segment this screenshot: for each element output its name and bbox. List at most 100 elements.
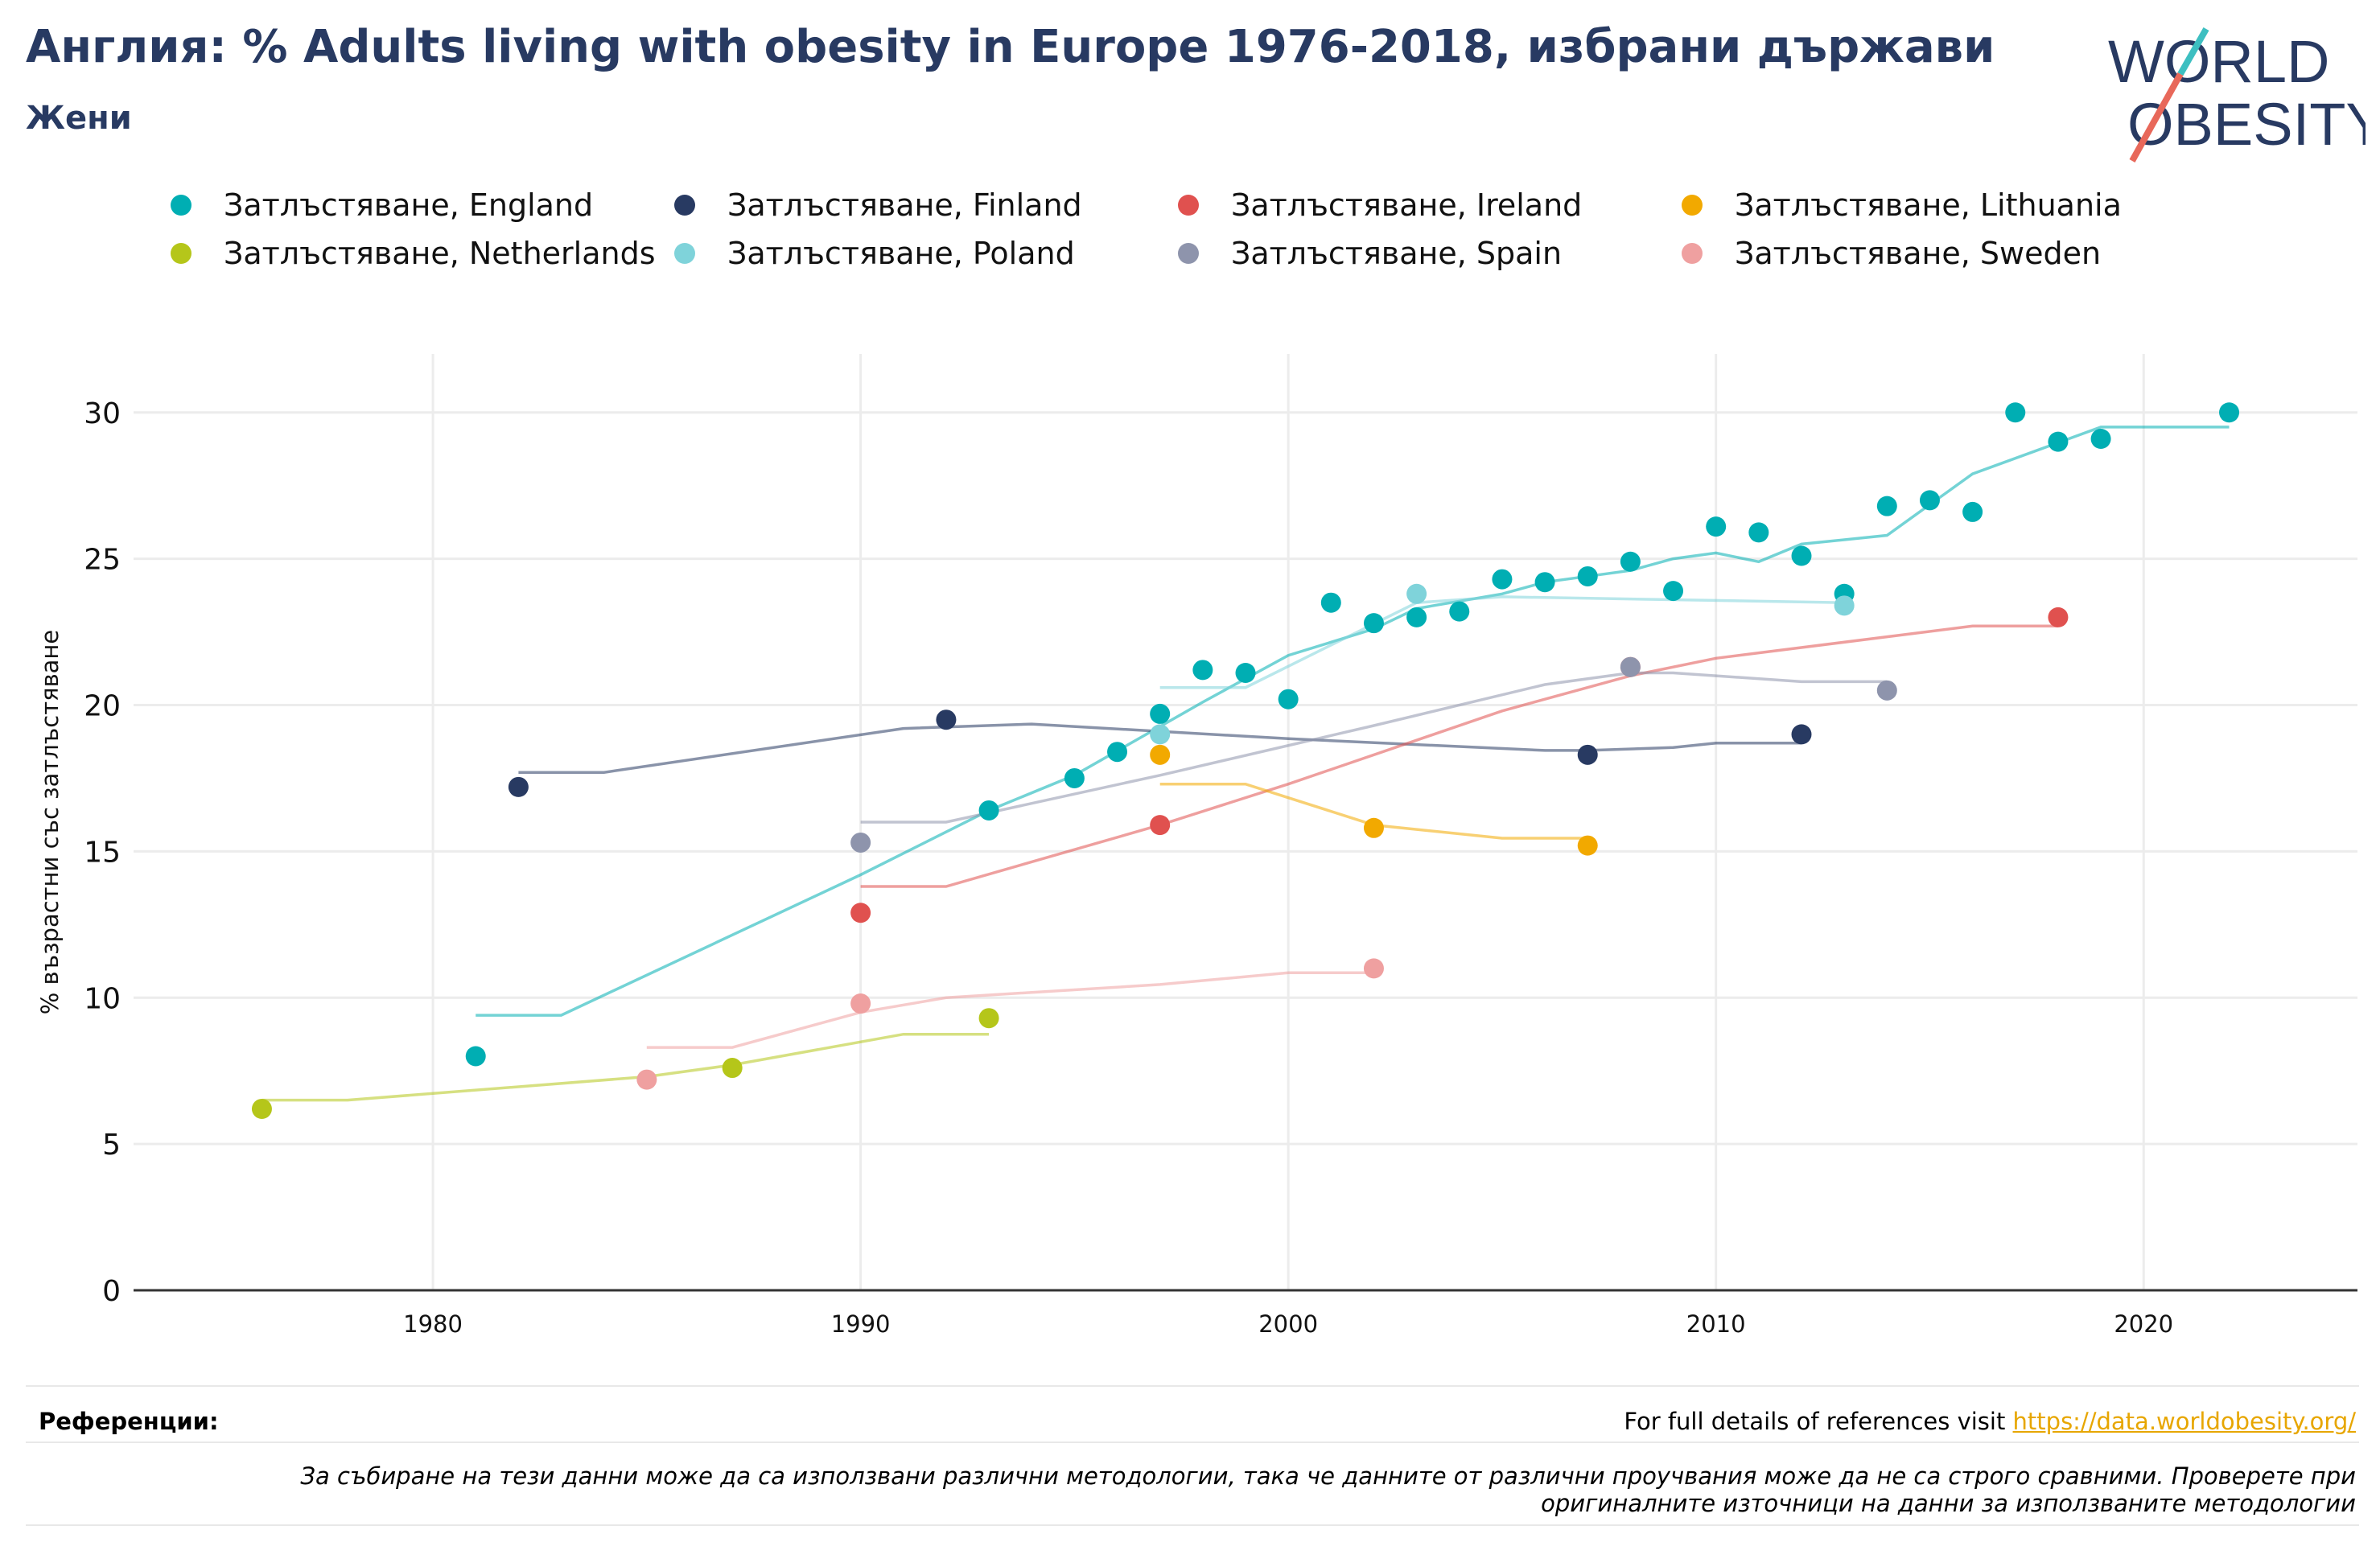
- data-point: [1577, 835, 1598, 856]
- legend: Затлъстяване, England Затлъстяване, Finla…: [161, 185, 2253, 282]
- trend-line: [860, 624, 2058, 888]
- trend-line: [261, 1032, 990, 1102]
- trend-line: [1159, 595, 1845, 689]
- x-tick-label: 1990: [831, 1310, 891, 1338]
- x-tick-label: 2010: [1686, 1310, 1746, 1338]
- legend-label: Затлъстяване, Ireland: [1231, 187, 1583, 223]
- x-tick-label: 1980: [403, 1310, 463, 1338]
- data-point: [1577, 744, 1598, 765]
- trend-line: [518, 722, 1801, 774]
- legend-marker: [674, 195, 695, 216]
- data-point: [1492, 569, 1513, 590]
- legend-marker: [1682, 243, 1703, 264]
- legend-label: Затлъстяване, England: [224, 187, 594, 223]
- trend-line: [860, 671, 1888, 824]
- chart-title: Англия: % Adults living with obesity in …: [26, 21, 1995, 73]
- footer-divider: [26, 1442, 2359, 1443]
- legend-item: Затлъстяване, England: [171, 185, 593, 225]
- legend-label: Затлъстяване, Poland: [727, 236, 1075, 271]
- data-point: [1791, 724, 1812, 745]
- legend-label: Затлъстяване, Spain: [1231, 236, 1563, 271]
- y-tick-label: 5: [102, 1129, 121, 1162]
- logo-slash-teal: [2177, 27, 2209, 76]
- world-obesity-logo: WORLD OBESITY: [2108, 27, 2366, 162]
- data-point: [1449, 601, 1470, 622]
- footer-divider: [26, 1385, 2359, 1387]
- legend-item: Затлъстяване, Finland: [674, 185, 1082, 225]
- y-tick-label: 10: [84, 982, 121, 1015]
- logo-slash-red: [2129, 72, 2184, 162]
- x-tick-label: 2000: [1258, 1310, 1318, 1338]
- data-point: [850, 903, 871, 923]
- data-point: [508, 776, 529, 797]
- legend-label: Затлъстяване, Lithuania: [1735, 187, 2122, 223]
- data-point: [850, 832, 871, 853]
- data-point: [1834, 595, 1855, 616]
- data-point: [2048, 607, 2069, 627]
- trend-line: [476, 426, 2230, 1017]
- data-point: [1706, 516, 1727, 537]
- legend-item: Затлъстяване, Ireland: [1178, 185, 1582, 225]
- references-text: For full details of references visit htt…: [1624, 1408, 2356, 1435]
- legend-item: Затлъстяване, Netherlands: [171, 233, 656, 274]
- data-point: [936, 709, 957, 730]
- data-point: [1791, 545, 1812, 566]
- data-point: [722, 1058, 743, 1079]
- legend-item: Затлъстяване, Sweden: [1682, 233, 2101, 274]
- data-point: [1876, 496, 1897, 516]
- data-point: [1150, 703, 1171, 724]
- data-point: [1107, 742, 1128, 763]
- data-point: [850, 993, 871, 1014]
- data-point: [1320, 592, 1341, 613]
- footer-divider: [26, 1524, 2359, 1526]
- data-point: [1534, 572, 1555, 593]
- references-label: Референции:: [39, 1408, 219, 1435]
- x-tick-label: 2020: [2114, 1310, 2173, 1338]
- trend-line: [646, 971, 1374, 1049]
- y-tick-label: 0: [102, 1275, 121, 1308]
- data-point: [1150, 815, 1171, 836]
- data-point: [1150, 744, 1171, 765]
- data-point: [636, 1069, 657, 1090]
- data-point: [2005, 402, 2026, 423]
- references-link[interactable]: https://data.worldobesity.org/: [2012, 1408, 2356, 1435]
- data-point: [2090, 428, 2111, 449]
- logo-line1: WORLD: [2108, 28, 2329, 95]
- data-point: [1876, 680, 1897, 701]
- data-point: [465, 1046, 486, 1067]
- legend-marker: [171, 243, 191, 264]
- legend-marker: [171, 195, 191, 216]
- y-tick-label: 25: [84, 544, 121, 577]
- data-point: [1406, 583, 1427, 604]
- legend-marker: [674, 243, 695, 264]
- legend-label: Затлъстяване, Finland: [727, 187, 1082, 223]
- data-point: [1620, 656, 1641, 677]
- data-point: [1235, 662, 1256, 683]
- legend-item: Затлъстяване, Poland: [674, 233, 1075, 274]
- legend-label: Затлъстяване, Netherlands: [224, 236, 656, 271]
- data-point: [251, 1098, 272, 1119]
- references-intro: For full details of references visit: [1624, 1408, 2006, 1435]
- data-point: [978, 800, 999, 821]
- data-point: [2048, 431, 2069, 452]
- legend-label: Затлъстяване, Sweden: [1735, 236, 2102, 271]
- y-axis-label: % възрастни със затлъстяване: [36, 630, 64, 1014]
- data-point: [978, 1008, 999, 1029]
- legend-marker: [1178, 243, 1199, 264]
- legend-item: Затлъстяване, Spain: [1178, 233, 1562, 274]
- chart-subtitle: Жени: [26, 100, 132, 137]
- data-point: [1064, 767, 1085, 788]
- data-point: [1577, 566, 1598, 586]
- data-point: [1919, 490, 1940, 511]
- chart-area: 1980 1990 2000 2010 2020 0 5 10 15 20 25 30 % възрас…: [36, 354, 2357, 1338]
- data-point: [1620, 551, 1641, 572]
- data-point: [1363, 958, 1384, 979]
- data-point: [1406, 607, 1427, 627]
- y-tick-label: 15: [84, 836, 121, 869]
- y-tick-label: 20: [84, 690, 121, 723]
- data-point: [1663, 581, 1684, 602]
- data-point: [2219, 402, 2240, 423]
- data-point: [1192, 660, 1213, 681]
- legend-marker: [1178, 195, 1199, 216]
- data-point: [1363, 817, 1384, 838]
